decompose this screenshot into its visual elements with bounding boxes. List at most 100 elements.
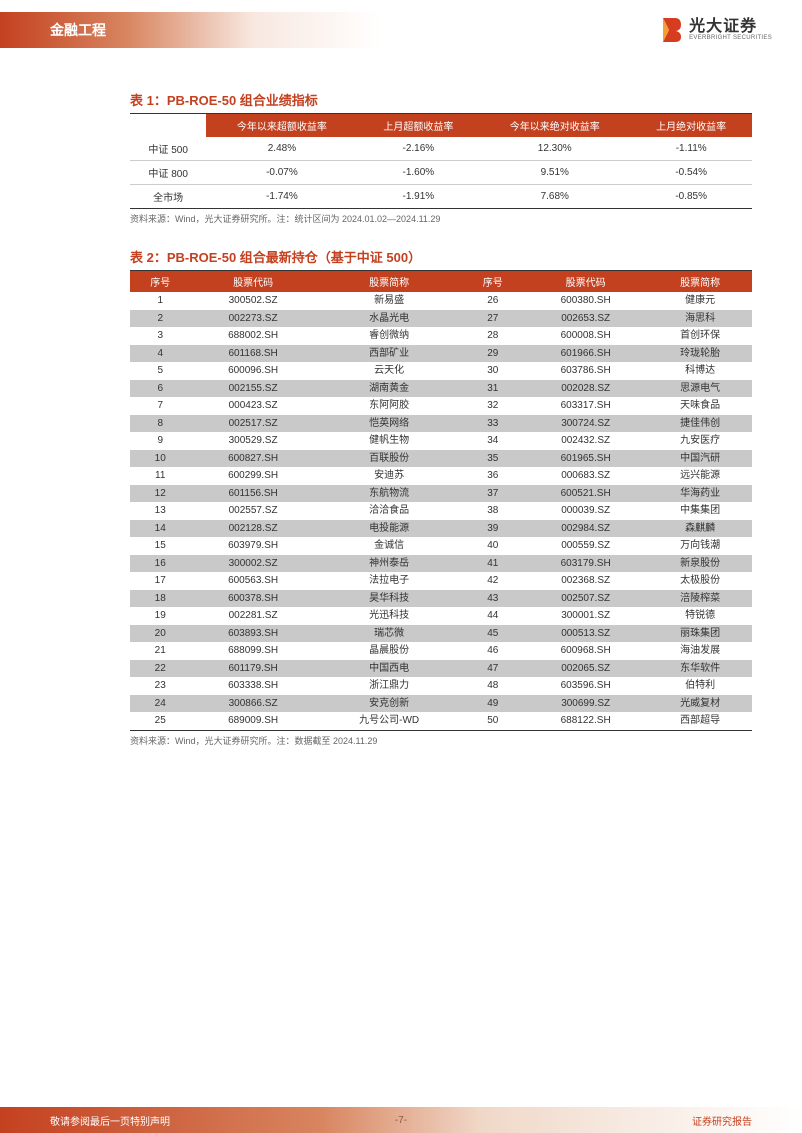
table-cell: 浙江鼎力: [316, 677, 463, 695]
table-row: 14002128.SZ电投能源39002984.SZ森麒麟: [130, 520, 752, 538]
table-row: 6002155.SZ湖南黄金31002028.SZ思源电气: [130, 380, 752, 398]
page-footer: 敬请参阅最后一页特别声明 -7- 证券研究报告: [0, 1107, 802, 1133]
table-cell: 300502.SZ: [190, 292, 315, 310]
table1-col-header: 上月超额收益率: [358, 114, 480, 138]
table-cell: 思源电气: [648, 380, 752, 398]
table-cell: 45: [463, 625, 523, 643]
table-row: 21688099.SH晶晨股份46600968.SH海油发展: [130, 642, 752, 660]
table-row: 15603979.SH金诚信40000559.SZ万向钱潮: [130, 537, 752, 555]
table-cell: 伯特利: [648, 677, 752, 695]
table2-body: 1300502.SZ新易盛26600380.SH健康元2002273.SZ水晶光…: [130, 292, 752, 730]
table-cell: 000513.SZ: [523, 625, 648, 643]
table-cell: 21: [130, 642, 190, 660]
header-category: 金融工程: [0, 12, 380, 48]
table-cell: 5: [130, 362, 190, 380]
table-cell: 华海药业: [648, 485, 752, 503]
table2-col-header: 股票简称: [316, 271, 463, 293]
table-cell: 688002.SH: [190, 327, 315, 345]
table-cell: 002155.SZ: [190, 380, 315, 398]
table-cell: 东阿阿胶: [316, 397, 463, 415]
table-cell: 涪陵榨菜: [648, 590, 752, 608]
table-cell: 4: [130, 345, 190, 363]
table-cell: 17: [130, 572, 190, 590]
table1-header-row: 今年以来超额收益率上月超额收益率今年以来绝对收益率上月绝对收益率: [130, 114, 752, 138]
table-cell: 603979.SH: [190, 537, 315, 555]
table-cell: 36: [463, 467, 523, 485]
table-cell: 6: [130, 380, 190, 398]
table-cell: 12.30%: [479, 137, 630, 161]
table-cell: 002065.SZ: [523, 660, 648, 678]
table-row: 4601168.SH西部矿业29601966.SH玲珑轮胎: [130, 345, 752, 363]
table-cell: 300699.SZ: [523, 695, 648, 713]
table-cell: 湖南黄金: [316, 380, 463, 398]
table-cell: 新易盛: [316, 292, 463, 310]
performance-table: 今年以来超额收益率上月超额收益率今年以来绝对收益率上月绝对收益率 中证 5002…: [130, 113, 752, 209]
table-cell: 2.48%: [206, 137, 357, 161]
table-cell: 002432.SZ: [523, 432, 648, 450]
table-cell: 8: [130, 415, 190, 433]
table-cell: 601179.SH: [190, 660, 315, 678]
table-cell: 2: [130, 310, 190, 328]
table1-col-header: [130, 114, 206, 138]
table-row: 中证 5002.48%-2.16%12.30%-1.11%: [130, 137, 752, 161]
table-cell: 000039.SZ: [523, 502, 648, 520]
table-cell: 37: [463, 485, 523, 503]
table-cell: 44: [463, 607, 523, 625]
table-cell: 601966.SH: [523, 345, 648, 363]
table-cell: 47: [463, 660, 523, 678]
table-cell: 46: [463, 642, 523, 660]
table-row: 1300502.SZ新易盛26600380.SH健康元: [130, 292, 752, 310]
table-cell: 安克创新: [316, 695, 463, 713]
table-cell: 光迅科技: [316, 607, 463, 625]
table-cell: 首创环保: [648, 327, 752, 345]
table-cell: 15: [130, 537, 190, 555]
table-row: 全市场-1.74%-1.91%7.68%-0.85%: [130, 185, 752, 209]
table-cell: 688122.SH: [523, 712, 648, 730]
table-cell: 金诚信: [316, 537, 463, 555]
logo-text: 光大证券 EVERBRIGHT SECURITIES: [689, 19, 772, 41]
table-cell: 002128.SZ: [190, 520, 315, 538]
table-row: 13002557.SZ洽洽食品38000039.SZ中集集团: [130, 502, 752, 520]
table-cell: -2.16%: [358, 137, 480, 161]
table-cell: 603179.SH: [523, 555, 648, 573]
table-cell: -1.91%: [358, 185, 480, 209]
table-cell: 云天化: [316, 362, 463, 380]
table-cell: 002984.SZ: [523, 520, 648, 538]
table-cell: 安迪苏: [316, 467, 463, 485]
table-cell: 水晶光电: [316, 310, 463, 328]
table-cell: 34: [463, 432, 523, 450]
table-cell: 中证 500: [130, 137, 206, 161]
table-cell: 300001.SZ: [523, 607, 648, 625]
table-cell: 7.68%: [479, 185, 630, 209]
table-cell: 300724.SZ: [523, 415, 648, 433]
table-cell: 1: [130, 292, 190, 310]
table-cell: 9.51%: [479, 161, 630, 185]
table-cell: 19: [130, 607, 190, 625]
table-cell: 中国西电: [316, 660, 463, 678]
table-cell: 603317.SH: [523, 397, 648, 415]
table-row: 25689009.SH九号公司-WD50688122.SH西部超导: [130, 712, 752, 730]
footer-report-type: 证券研究报告: [692, 1113, 752, 1128]
table-row: 20603893.SH瑞芯微45000513.SZ丽珠集团: [130, 625, 752, 643]
table-cell: 14: [130, 520, 190, 538]
table-cell: 002368.SZ: [523, 572, 648, 590]
content-area: 表 1：PB-ROE-50 组合业绩指标 今年以来超额收益率上月超额收益率今年以…: [0, 60, 802, 747]
table-cell: 中集集团: [648, 502, 752, 520]
table-cell: 海油发展: [648, 642, 752, 660]
table-cell: 洽洽食品: [316, 502, 463, 520]
table-cell: 601965.SH: [523, 450, 648, 468]
table-cell: 40: [463, 537, 523, 555]
table-cell: 科博达: [648, 362, 752, 380]
table-row: 2002273.SZ水晶光电27002653.SZ海思科: [130, 310, 752, 328]
table-cell: 600299.SH: [190, 467, 315, 485]
table-cell: 海思科: [648, 310, 752, 328]
table-cell: 瑞芯微: [316, 625, 463, 643]
table-cell: 3: [130, 327, 190, 345]
table1-col-header: 今年以来绝对收益率: [479, 114, 630, 138]
table-cell: 天味食品: [648, 397, 752, 415]
table-cell: 森麒麟: [648, 520, 752, 538]
table1-body: 中证 5002.48%-2.16%12.30%-1.11%中证 800-0.07…: [130, 137, 752, 209]
table-cell: -1.74%: [206, 185, 357, 209]
table-cell: 29: [463, 345, 523, 363]
table-cell: 603786.SH: [523, 362, 648, 380]
